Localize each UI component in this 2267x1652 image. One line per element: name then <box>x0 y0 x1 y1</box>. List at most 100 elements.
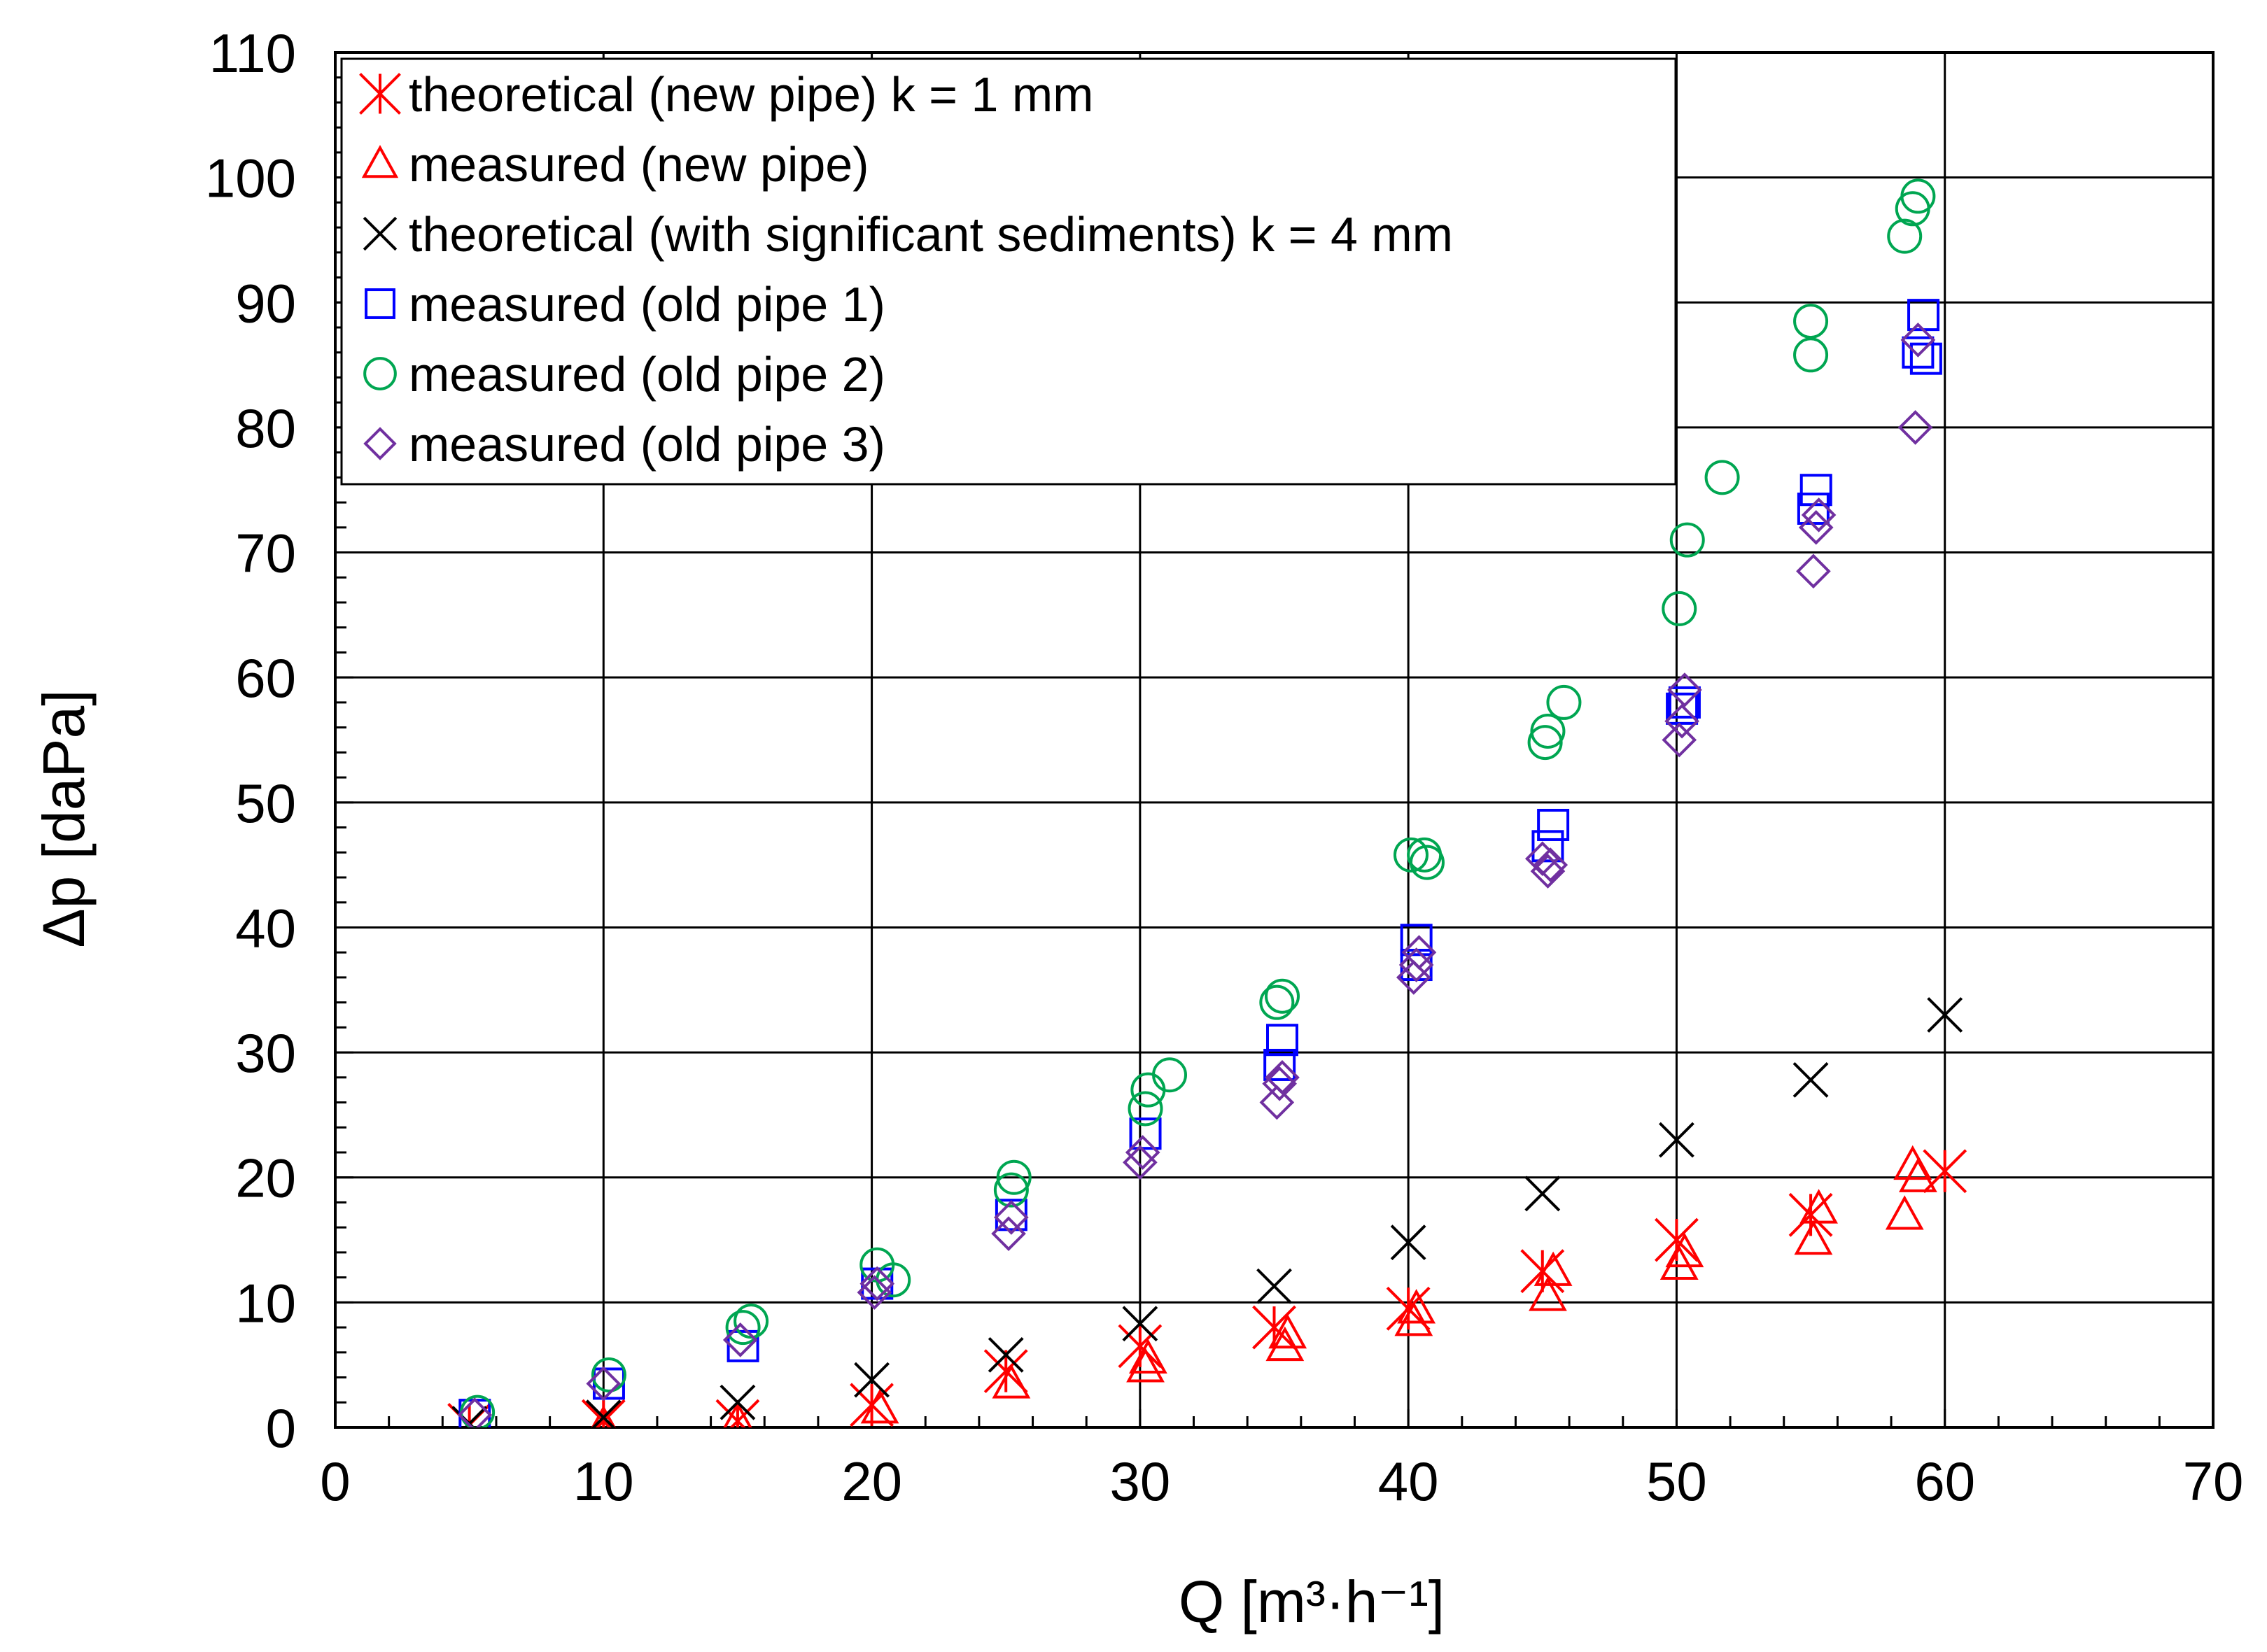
data-point-circle <box>725 1310 761 1346</box>
data-point-triangle <box>723 1401 752 1427</box>
data-point-triangle <box>1898 1157 1937 1192</box>
data-point-x <box>1792 1061 1829 1098</box>
y-tick-label: 50 <box>235 772 296 834</box>
data-point-diamond <box>722 1322 758 1357</box>
data-point-x <box>988 1336 1024 1373</box>
data-point-diamond <box>991 1216 1026 1251</box>
axis-ticks: 0 10 20 30 40 50 60 70 0 10 20 30 40 50 60 70 80 90 100 110 <box>205 22 2244 1512</box>
data-point-square <box>1909 342 1942 375</box>
data-point-circle <box>734 1304 769 1339</box>
data-point-diamond <box>1533 847 1568 882</box>
data-point-circle <box>1530 713 1566 749</box>
x-tick-label: 0 <box>320 1450 350 1512</box>
data-point-diamond <box>994 1200 1029 1235</box>
data-point-square <box>1537 808 1570 841</box>
data-point-triangle <box>1397 1289 1436 1324</box>
data-point-x <box>1390 1224 1426 1261</box>
data-point-triangle <box>992 1364 1031 1399</box>
data-point-triangle <box>1265 1326 1305 1362</box>
y-tick-label: 70 <box>235 523 296 584</box>
data-point-square <box>1531 830 1564 863</box>
data-point-circle <box>1393 837 1429 873</box>
data-point-x <box>1524 1176 1561 1212</box>
data-point-square <box>1799 474 1832 507</box>
legend-marker-asterisk <box>359 73 401 115</box>
legend: theoretical (new pipe) k = 1 mm measured … <box>340 57 1677 486</box>
x-tick-label: 30 <box>1109 1450 1170 1512</box>
data-point-x <box>1256 1268 1292 1304</box>
legend-marker-circle <box>363 357 397 390</box>
data-point-circle <box>1662 591 1697 626</box>
data-point-triangle <box>1126 1348 1165 1383</box>
x-tick-label: 20 <box>841 1450 902 1512</box>
data-point-x <box>854 1362 890 1398</box>
data-point-circle <box>1527 725 1563 761</box>
legend-entry-label: measured (old pipe 2) <box>409 347 885 402</box>
data-point-square <box>727 1329 759 1362</box>
data-point-diamond <box>1265 1059 1300 1095</box>
data-point-circle <box>1793 304 1829 339</box>
data-point-triangle <box>1529 1276 1567 1311</box>
data-point-diamond <box>1796 553 1831 589</box>
data-point-x <box>585 1399 622 1427</box>
y-tick-label: 60 <box>235 647 296 709</box>
data-point-square <box>1129 1117 1162 1150</box>
data-point-circle <box>1409 845 1445 880</box>
legend-box <box>340 57 1677 486</box>
data-point-diamond <box>1801 497 1837 532</box>
data-point-x <box>1659 1122 1694 1158</box>
data-point-circle <box>996 1159 1032 1195</box>
data-point-circle <box>1704 460 1740 495</box>
data-point-diamond <box>1123 1145 1158 1180</box>
data-point-square <box>1265 1024 1298 1057</box>
data-point-circle <box>1264 978 1300 1014</box>
data-point-diamond <box>1900 323 1936 358</box>
y-tick-label: 110 <box>209 22 296 84</box>
legend-entry-label: measured (new pipe) <box>409 137 869 192</box>
data-point-x <box>720 1384 756 1420</box>
data-point-x <box>1122 1306 1158 1342</box>
data-point-diamond <box>1664 703 1699 739</box>
data-point-circle <box>1793 337 1829 373</box>
legend-marker-triangle <box>361 145 399 178</box>
data-point-circle <box>1152 1057 1188 1093</box>
data-point-diamond <box>1667 672 1702 707</box>
data-point-diamond <box>1897 410 1933 445</box>
data-point-circle <box>591 1357 626 1392</box>
data-point-triangle <box>1394 1301 1433 1336</box>
data-point-circle <box>1128 1091 1163 1127</box>
data-point-circle <box>1546 684 1582 720</box>
data-point-circle <box>1900 178 1936 214</box>
data-points <box>447 178 1967 1427</box>
data-point-triangle <box>1128 1339 1167 1374</box>
x-tick-label: 70 <box>2183 1450 2244 1512</box>
y-tick-label: 100 <box>205 148 296 209</box>
data-point-square <box>1400 924 1433 956</box>
data-point-diamond <box>1662 722 1697 758</box>
data-point-diamond <box>586 1366 622 1402</box>
y-tick-label: 0 <box>266 1397 296 1459</box>
y-tick-label: 40 <box>235 897 296 959</box>
legend-marker-x <box>363 216 398 251</box>
data-point-square <box>1263 1048 1296 1081</box>
y-tick-label: 90 <box>235 272 296 334</box>
data-point-circle <box>1669 522 1705 558</box>
data-point-diamond <box>1125 1135 1160 1170</box>
x-axis-title: Q [m³·h⁻¹] <box>1179 1569 1445 1635</box>
data-point-square <box>1668 686 1701 719</box>
data-point-x <box>1927 997 1963 1033</box>
legend-entry-label: theoretical (with significant sediments)… <box>409 207 1453 262</box>
legend-marker-diamond <box>363 427 397 460</box>
data-point-diamond <box>457 1397 493 1427</box>
data-point-circle <box>1887 218 1923 254</box>
data-point-triangle <box>1799 1189 1838 1224</box>
legend-entry-label: theoretical (new pipe) k = 1 mm <box>409 67 1093 122</box>
x-tick-label: 40 <box>1378 1450 1439 1512</box>
data-point-square <box>1666 692 1699 725</box>
data-point-triangle <box>860 1389 899 1424</box>
data-point-triangle <box>1665 1232 1704 1268</box>
data-point-triangle <box>1533 1251 1573 1286</box>
data-point-square <box>1902 336 1935 369</box>
x-tick-label: 60 <box>1914 1450 1975 1512</box>
data-point-triangle <box>1268 1313 1307 1349</box>
